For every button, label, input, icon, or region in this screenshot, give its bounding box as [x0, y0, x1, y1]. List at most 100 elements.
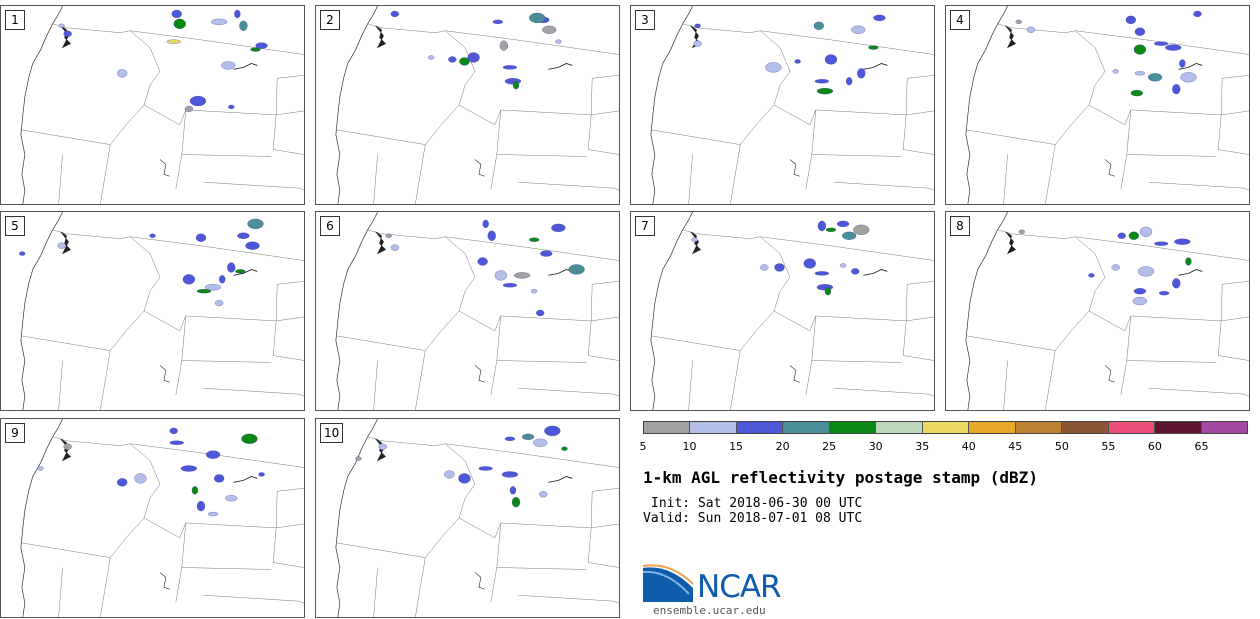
- echo-cell: [390, 10, 399, 18]
- echo-cell: [502, 283, 518, 288]
- panel-label: 10: [320, 423, 344, 443]
- colorbar-swatch-4: [829, 422, 877, 433]
- member-panel-7: 7: [630, 211, 935, 411]
- colorbar-swatch-5: [876, 422, 923, 433]
- colorbar-tick-40: 40: [961, 440, 976, 453]
- panel-label: 1: [5, 10, 25, 30]
- echo-cell: [542, 25, 557, 34]
- echo-cell: [512, 81, 520, 90]
- echo-cell: [166, 39, 181, 44]
- init-time: Init: Sat 2018-06-30 00 UTC: [651, 496, 863, 511]
- echo-cell: [255, 42, 268, 49]
- panel-label: 2: [320, 10, 340, 30]
- echo-cell: [814, 271, 829, 276]
- echo-cell: [63, 30, 72, 37]
- echo-cell: [219, 275, 226, 284]
- colorbar-tick-5: 5: [639, 440, 647, 453]
- echo-cell: [215, 299, 224, 307]
- colorbar-tick-labels: 5 10 15 20 25 30 35 40 45 50 55 60 65: [639, 440, 1248, 454]
- panel-map: [335, 419, 619, 617]
- echo-cell: [816, 88, 834, 95]
- website-url: ensemble.ucar.edu: [653, 604, 766, 617]
- echo-cell: [487, 230, 496, 241]
- echo-cell: [459, 57, 470, 66]
- echo-cell: [390, 244, 399, 251]
- echo-cell: [555, 39, 562, 44]
- echo-cell: [221, 61, 236, 70]
- echo-cell: [825, 227, 837, 232]
- colorbar-swatch-12: [1201, 422, 1248, 433]
- echo-cell: [568, 264, 585, 275]
- echo-cell: [794, 59, 801, 64]
- echo-cell: [211, 18, 228, 25]
- colorbar-tick-55: 55: [1101, 440, 1116, 453]
- echo-cell: [58, 23, 65, 28]
- echo-cell: [1165, 44, 1182, 51]
- echo-cell: [428, 55, 435, 60]
- echo-cell: [189, 95, 207, 107]
- echo-cell: [539, 491, 548, 498]
- echo-cell: [1159, 291, 1170, 296]
- echo-cell: [247, 218, 264, 229]
- echo-cell: [235, 269, 246, 274]
- echo-cell: [1112, 69, 1119, 74]
- echo-cell: [513, 272, 531, 279]
- echo-cell: [1130, 90, 1143, 97]
- panel-map: [20, 6, 304, 204]
- echo-cell: [237, 232, 250, 239]
- colorbar-tick-25: 25: [822, 440, 837, 453]
- echo-cell: [1134, 27, 1146, 36]
- echo-cell: [499, 40, 508, 51]
- echo-cell: [533, 438, 548, 447]
- echo-cell: [173, 18, 186, 29]
- echo-cell: [1133, 288, 1147, 295]
- echo-cell: [57, 242, 66, 249]
- echo-cell: [1015, 19, 1022, 24]
- member-panel-6: 6: [315, 211, 620, 411]
- panel-label: 7: [635, 216, 655, 236]
- echo-cell: [1133, 44, 1147, 55]
- panel-map: [650, 6, 934, 204]
- echo-cell: [458, 473, 471, 484]
- colorbar-swatch-10: [1108, 422, 1156, 433]
- echo-cell: [868, 45, 879, 50]
- panel-map: [20, 419, 304, 617]
- echo-cell: [169, 440, 184, 445]
- colorbar-swatch-1: [690, 422, 737, 433]
- echo-cell: [225, 495, 238, 502]
- echo-cell: [1018, 229, 1025, 234]
- echo-cell: [196, 289, 212, 294]
- product-title: 1-km AGL reflectivity postage stamp (dBZ…: [643, 468, 1038, 487]
- panel-label: 5: [5, 216, 25, 236]
- echo-cell: [529, 12, 546, 23]
- echo-cell: [1193, 10, 1202, 18]
- echo-cell: [171, 9, 182, 19]
- echo-cell: [207, 511, 219, 517]
- echo-cell: [385, 233, 392, 238]
- colorbar-swatch-11: [1155, 422, 1202, 433]
- echo-cell: [467, 52, 480, 63]
- echo-cell: [1134, 71, 1146, 76]
- member-panel-10: 10: [315, 418, 620, 618]
- echo-cell: [836, 220, 850, 227]
- echo-cell: [839, 263, 847, 268]
- echo-cell: [180, 465, 197, 472]
- reflectivity-colorbar: [643, 421, 1248, 434]
- member-panel-4: 4: [945, 5, 1250, 205]
- colorbar-tick-35: 35: [915, 440, 930, 453]
- echo-cell: [814, 79, 829, 84]
- ncar-logo: NCAR: [643, 562, 803, 604]
- colorbar-swatch-6: [922, 422, 970, 433]
- echo-cell: [205, 284, 222, 291]
- echo-cell: [239, 20, 248, 31]
- member-panel-9: 9: [0, 418, 305, 618]
- echo-cell: [182, 274, 195, 285]
- echo-cell: [1137, 266, 1155, 277]
- echo-cell: [355, 456, 362, 461]
- panel-label: 3: [635, 10, 655, 30]
- echo-cell: [551, 223, 566, 232]
- panel-label: 8: [950, 216, 970, 236]
- echo-cell: [214, 474, 225, 483]
- echo-cell: [521, 433, 535, 440]
- echo-cell: [444, 470, 455, 479]
